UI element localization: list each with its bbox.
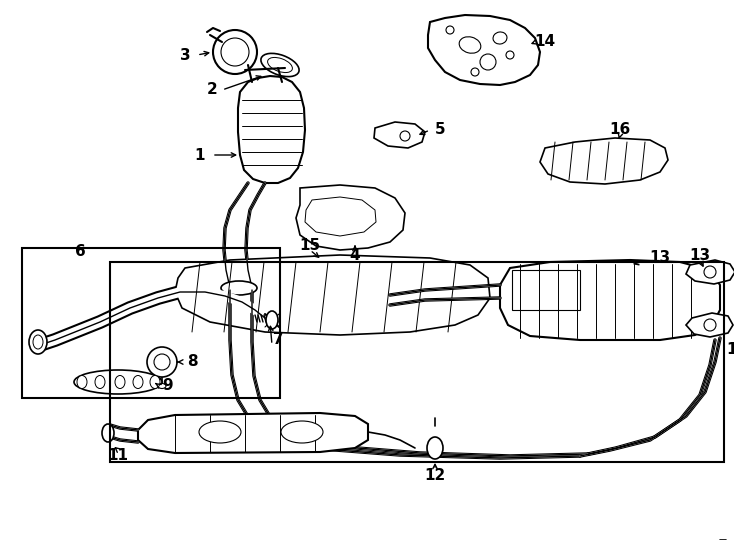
Ellipse shape bbox=[29, 330, 47, 354]
Text: 6: 6 bbox=[75, 245, 85, 260]
Polygon shape bbox=[686, 313, 733, 337]
Polygon shape bbox=[305, 197, 376, 236]
Circle shape bbox=[154, 354, 170, 370]
Text: 2: 2 bbox=[207, 83, 217, 98]
Text: 5: 5 bbox=[435, 123, 446, 138]
Ellipse shape bbox=[77, 375, 87, 388]
Circle shape bbox=[704, 266, 716, 278]
Ellipse shape bbox=[33, 335, 43, 349]
Ellipse shape bbox=[115, 375, 125, 388]
Polygon shape bbox=[175, 255, 490, 335]
Ellipse shape bbox=[150, 375, 160, 388]
Circle shape bbox=[400, 131, 410, 141]
Polygon shape bbox=[238, 76, 305, 183]
Text: 14: 14 bbox=[534, 35, 556, 50]
Text: 10: 10 bbox=[726, 342, 734, 357]
Text: 7: 7 bbox=[273, 333, 283, 348]
Circle shape bbox=[446, 26, 454, 34]
Text: 8: 8 bbox=[186, 354, 197, 369]
Polygon shape bbox=[686, 260, 734, 284]
Ellipse shape bbox=[95, 375, 105, 388]
Ellipse shape bbox=[199, 421, 241, 443]
Polygon shape bbox=[374, 122, 425, 148]
Ellipse shape bbox=[158, 383, 166, 388]
Circle shape bbox=[471, 68, 479, 76]
Text: 3: 3 bbox=[180, 48, 190, 63]
Circle shape bbox=[506, 51, 514, 59]
Bar bbox=[512, 270, 580, 310]
Ellipse shape bbox=[427, 437, 443, 459]
Circle shape bbox=[704, 319, 716, 331]
Text: 16: 16 bbox=[609, 123, 631, 138]
Polygon shape bbox=[428, 15, 540, 85]
Text: 4: 4 bbox=[349, 247, 360, 262]
Circle shape bbox=[147, 347, 177, 377]
Ellipse shape bbox=[261, 53, 299, 77]
Bar bbox=[110, 262, 724, 462]
Text: 15: 15 bbox=[299, 238, 321, 253]
Ellipse shape bbox=[102, 424, 114, 442]
Text: 9: 9 bbox=[163, 377, 173, 393]
Circle shape bbox=[221, 38, 249, 66]
Polygon shape bbox=[500, 260, 720, 340]
Polygon shape bbox=[138, 413, 368, 453]
Circle shape bbox=[213, 30, 257, 74]
Text: 11: 11 bbox=[107, 448, 128, 462]
Ellipse shape bbox=[133, 375, 143, 388]
Circle shape bbox=[480, 54, 496, 70]
Ellipse shape bbox=[281, 421, 323, 443]
Ellipse shape bbox=[266, 311, 278, 329]
Text: 1: 1 bbox=[195, 147, 206, 163]
Text: 12: 12 bbox=[424, 468, 446, 483]
Ellipse shape bbox=[268, 57, 292, 72]
Text: 13: 13 bbox=[650, 251, 671, 266]
Ellipse shape bbox=[221, 281, 257, 295]
Bar bbox=[22, 248, 280, 398]
Polygon shape bbox=[296, 185, 405, 250]
Text: 13: 13 bbox=[689, 247, 711, 262]
Polygon shape bbox=[540, 138, 668, 184]
Ellipse shape bbox=[459, 37, 481, 53]
Ellipse shape bbox=[74, 370, 162, 394]
Ellipse shape bbox=[493, 32, 507, 44]
